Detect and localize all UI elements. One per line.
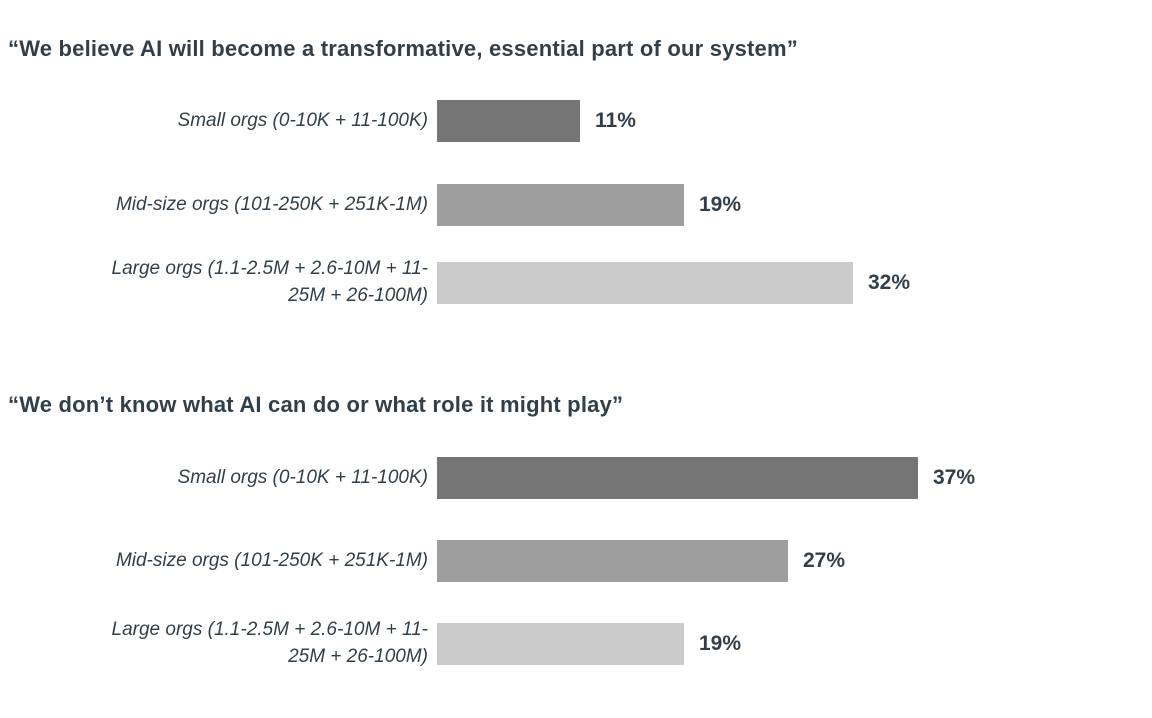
chart2-row2: 27% bbox=[437, 540, 845, 582]
chart1-row1-value-label: 11% bbox=[595, 109, 636, 132]
chart2-row3-value-label: 19% bbox=[699, 632, 742, 655]
chart1-row2: 19% bbox=[437, 184, 741, 226]
chart2-row1-category-label: Small orgs (0-10K + 11-100K) bbox=[177, 466, 428, 488]
chart2-title: “We don’t know what AI can do or what ro… bbox=[8, 392, 624, 417]
chart2-row1: 37% bbox=[437, 457, 975, 499]
chart1-row2-bar bbox=[437, 184, 684, 226]
chart2-row3-bar bbox=[437, 623, 684, 665]
chart2-row1-bar bbox=[437, 457, 918, 499]
chart1-row1-category-label: Small orgs (0-10K + 11-100K) bbox=[177, 109, 428, 131]
chart1-row3-value-label: 32% bbox=[868, 271, 911, 294]
chart2-row2-value-label: 27% bbox=[803, 549, 846, 572]
chart1-row3: 32% bbox=[437, 262, 910, 304]
chart1-title: “We believe AI will become a transformat… bbox=[8, 36, 798, 61]
chart1-row1: 11% bbox=[437, 100, 636, 142]
chart2-row1-value-label: 37% bbox=[933, 466, 976, 489]
chart2-row2-bar bbox=[437, 540, 788, 582]
chart2-row3: 19% bbox=[437, 623, 741, 665]
chart1-row2-category-label: Mid-size orgs (101-250K + 251K-1M) bbox=[115, 193, 428, 215]
chart1-row2-value-label: 19% bbox=[699, 193, 742, 216]
chart1-row3-category-label: Large orgs (1.1-2.5M + 2.6-10M + 11- 25M… bbox=[111, 258, 428, 306]
chart2-row3-category-label: Large orgs (1.1-2.5M + 2.6-10M + 11- 25M… bbox=[111, 619, 428, 667]
chart1-row3-bar bbox=[437, 262, 853, 304]
chart1-row1-bar bbox=[437, 100, 580, 142]
chart2-row2-category-label: Mid-size orgs (101-250K + 251K-1M) bbox=[115, 549, 428, 571]
